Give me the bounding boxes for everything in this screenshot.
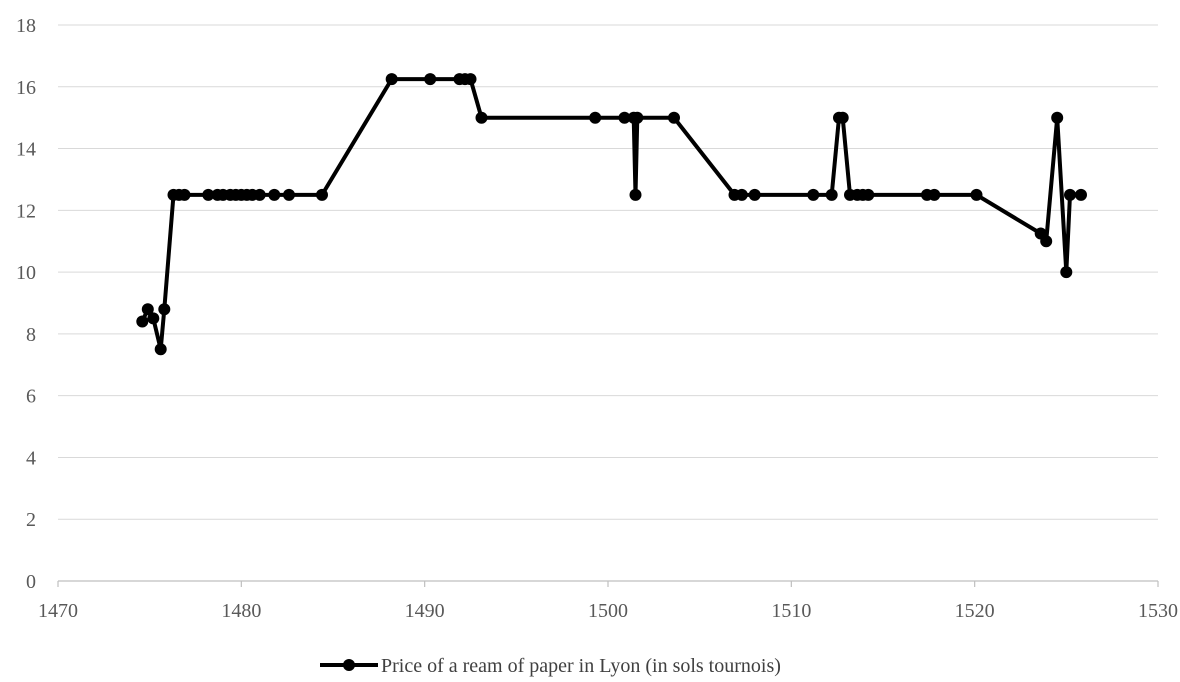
data-point — [283, 188, 295, 201]
x-tick-label: 1520 — [955, 600, 995, 622]
data-point — [464, 73, 477, 86]
x-tick-label: 1490 — [405, 600, 445, 622]
data-point — [136, 315, 149, 328]
data-point — [1051, 111, 1064, 124]
x-tick-label: 1510 — [771, 600, 811, 622]
data-point — [836, 111, 849, 124]
data-point — [807, 188, 820, 201]
data-point — [928, 188, 941, 201]
data-point — [147, 312, 160, 325]
legend-point-marker — [343, 659, 355, 671]
data-point — [748, 188, 761, 201]
data-point — [618, 111, 631, 124]
x-tick-label: 1480 — [221, 600, 261, 622]
data-point — [202, 188, 215, 201]
x-tick-label: 1470 — [38, 600, 78, 622]
series-group — [136, 73, 1087, 356]
y-tick-label: 14 — [16, 139, 36, 161]
x-tick-label: 1530 — [1138, 600, 1178, 622]
data-point — [862, 188, 875, 201]
data-point — [424, 73, 437, 86]
y-tick-label: 2 — [26, 509, 36, 531]
data-point — [253, 188, 266, 201]
y-tick-label: 0 — [26, 571, 36, 593]
y-tick-label: 6 — [26, 386, 36, 408]
data-point — [631, 111, 644, 124]
x-tick-label: 1500 — [588, 600, 628, 622]
legend-label: Price of a ream of paper in Lyon (in sol… — [381, 655, 781, 677]
data-point — [629, 188, 642, 201]
data-point — [1040, 235, 1053, 248]
y-tick-label: 18 — [16, 15, 36, 37]
data-point — [1064, 188, 1076, 201]
data-point — [825, 188, 838, 201]
data-point — [1075, 188, 1087, 201]
data-point — [668, 111, 680, 124]
data-point — [1060, 266, 1073, 279]
data-point — [475, 111, 488, 124]
axes: 0 2 4 6 8 10 12 14 16 18 1470 1480 1490 1500 1510 1520 1… — [16, 15, 1178, 622]
data-point — [178, 188, 191, 201]
series-line — [140, 77, 1083, 352]
y-tick-label: 4 — [26, 447, 36, 469]
data-point — [154, 343, 167, 356]
data-point — [589, 111, 602, 124]
y-tick-label: 8 — [26, 324, 36, 346]
y-tick-label: 10 — [16, 262, 36, 284]
legend: Price of a ream of paper in Lyon (in sol… — [320, 655, 781, 677]
data-point — [141, 303, 154, 316]
data-point — [385, 73, 398, 86]
data-point — [970, 188, 983, 201]
data-point — [158, 303, 171, 316]
data-point — [268, 188, 281, 201]
gridlines — [58, 24, 1158, 520]
y-tick-label: 12 — [16, 200, 36, 222]
y-tick-label: 16 — [16, 77, 36, 99]
data-point — [316, 188, 328, 201]
data-point — [735, 188, 748, 201]
